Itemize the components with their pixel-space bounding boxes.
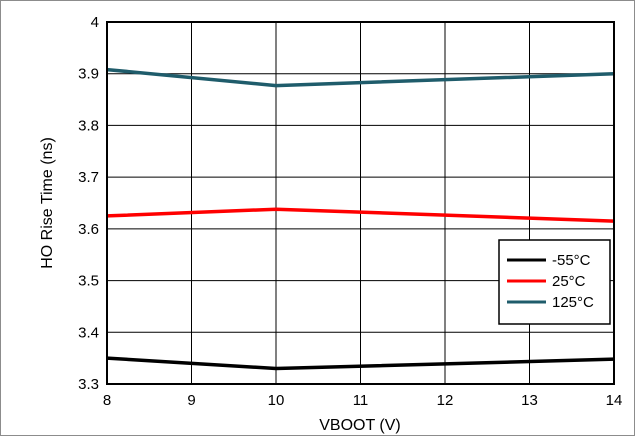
y-tick-label: 3.5 <box>78 273 99 290</box>
y-tick-label: 4 <box>91 14 99 31</box>
x-tick-label: 10 <box>268 392 285 409</box>
y-tick-label: 3.3 <box>78 376 99 393</box>
x-tick-labels: 8 9 10 11 12 13 14 <box>103 392 623 409</box>
x-tick-label: 14 <box>606 392 623 409</box>
legend-label-2: 125°C <box>552 294 594 311</box>
x-tick-label: 13 <box>521 392 538 409</box>
series-layer <box>106 67 615 371</box>
x-tick-label: 12 <box>437 392 454 409</box>
series-line-55c <box>106 356 615 371</box>
x-tick-label: 11 <box>353 392 369 409</box>
series-line-125c <box>106 67 615 88</box>
y-tick-label: 3.7 <box>78 169 99 186</box>
plot-border <box>106 21 615 385</box>
legend-label-1: 25°C <box>552 273 586 290</box>
legend-label-0: -55°C <box>552 252 591 269</box>
y-axis-title: HO Rise Time (ns) <box>39 137 56 269</box>
x-tick-label: 8 <box>103 392 111 409</box>
x-axis-title: VBOOT (V) <box>319 417 401 434</box>
y-tick-label: 3.6 <box>78 221 99 238</box>
legend: -55°C 25°C 125°C <box>498 239 611 325</box>
y-tick-label: 3.4 <box>78 324 99 341</box>
y-tick-label: 3.8 <box>78 117 99 134</box>
y-tick-labels: 3.3 3.4 3.5 3.6 3.7 3.8 3.9 4 <box>78 14 99 393</box>
series-line-25c <box>106 207 615 223</box>
y-tick-label: 3.9 <box>78 66 99 83</box>
x-tick-label: 9 <box>187 392 195 409</box>
